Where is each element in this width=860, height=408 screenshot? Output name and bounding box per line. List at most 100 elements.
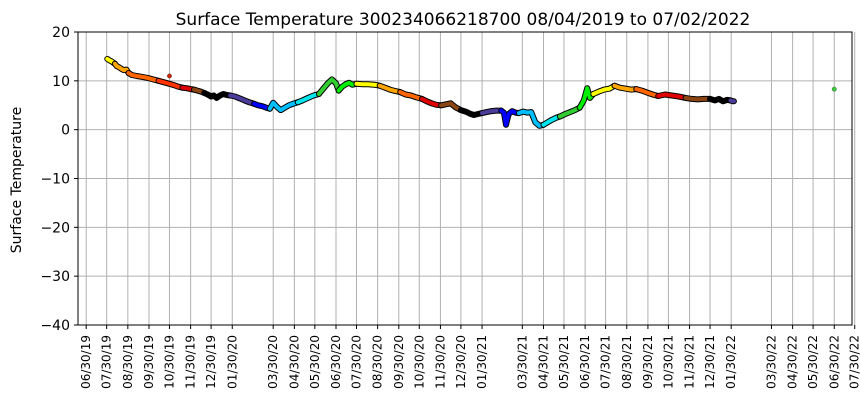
series-line — [728, 98, 736, 104]
series-segment-19 — [457, 107, 486, 118]
series-segment-11 — [294, 91, 322, 106]
y-tick-label: −30 — [40, 269, 70, 285]
x-tick-label: 08/30/19 — [121, 335, 135, 389]
x-tick-label: 03/30/21 — [515, 335, 529, 389]
x-tick-label: 11/30/19 — [184, 335, 198, 389]
series-segment-4 — [155, 77, 186, 91]
y-tick-label: 20 — [52, 25, 70, 41]
series-line — [336, 80, 359, 93]
series-line — [112, 61, 131, 75]
series-line — [591, 83, 617, 96]
x-tick-label: 05/30/21 — [557, 335, 571, 389]
series-line — [480, 108, 504, 116]
series-line — [634, 87, 661, 98]
x-tick-label: 11/30/20 — [433, 335, 447, 389]
series-line — [656, 92, 688, 100]
series-line — [708, 96, 733, 104]
x-tick-label: 07/30/20 — [349, 335, 363, 389]
series-segment-18 — [438, 100, 464, 114]
series-line — [354, 81, 382, 88]
series-line — [516, 109, 546, 128]
series-line — [420, 96, 444, 108]
x-tick-label: 09/30/21 — [641, 335, 655, 389]
x-tick-label: 12/30/19 — [204, 335, 218, 389]
outlier-point — [167, 73, 172, 79]
y-axis-label: Surface Temperature — [9, 107, 25, 253]
series-segment-27 — [611, 82, 640, 93]
series-line — [156, 78, 185, 90]
series-segment-32 — [727, 97, 737, 105]
series-line — [228, 93, 257, 106]
x-tick-label: 12/30/21 — [703, 335, 717, 389]
series-segment-15 — [376, 82, 404, 96]
x-tick-label: 10/30/21 — [661, 335, 675, 389]
x-tick-label: 05/30/20 — [308, 335, 322, 389]
series-line — [458, 108, 485, 117]
x-tick-label: 08/30/20 — [371, 335, 385, 389]
y-tick-label: 0 — [61, 123, 70, 139]
series-line — [577, 86, 596, 110]
series-segment-2 — [111, 60, 132, 76]
series-line — [683, 95, 712, 102]
series-segment-22 — [515, 108, 547, 129]
series-segment-30 — [682, 94, 713, 103]
x-tick-label: 04/30/20 — [287, 335, 301, 389]
x-tick-label: 06/30/20 — [329, 335, 343, 389]
x-tick-label: 07/30/22 — [848, 335, 860, 389]
series-segment-8 — [227, 92, 258, 107]
x-tick-label: 07/30/19 — [100, 335, 114, 389]
series-line — [612, 83, 639, 92]
x-tick-label: 11/30/21 — [683, 335, 697, 389]
x-tick-label: 04/30/21 — [536, 335, 550, 389]
series-segment-17 — [419, 95, 445, 109]
series-line — [267, 100, 300, 113]
x-tick-label: 03/30/20 — [266, 335, 280, 389]
series-line — [557, 105, 582, 119]
series-line — [202, 91, 233, 100]
series-line — [295, 92, 321, 105]
series-segment-28 — [633, 86, 662, 99]
series-segment-24 — [556, 104, 583, 120]
x-tick-label: 10/30/20 — [412, 335, 426, 389]
y-axis: −40 −30 −20 −10 0 10 20 — [40, 25, 78, 334]
series-line — [398, 90, 424, 101]
series-segment-26 — [590, 82, 618, 97]
y-tick-label: −40 — [40, 318, 70, 334]
x-tick-label: 12/30/20 — [454, 335, 468, 389]
x-tick-label: 01/30/20 — [225, 335, 239, 389]
outlier-point — [831, 86, 837, 92]
grid — [78, 31, 856, 326]
x-tick-label: 08/30/21 — [620, 335, 634, 389]
x-tick-label: 05/30/22 — [806, 335, 820, 389]
series-line — [439, 101, 463, 113]
x-axis: 06/30/19 07/30/19 08/30/19 09/30/19 10/30/19… — [79, 325, 860, 389]
series-segment-31 — [707, 95, 734, 105]
series-segment-10 — [266, 99, 301, 114]
series-line — [499, 108, 521, 127]
series-segment-14 — [353, 80, 383, 89]
series-segment-16 — [397, 89, 425, 102]
x-tick-label: 06/30/22 — [827, 335, 841, 389]
series-segment-12 — [315, 76, 342, 97]
x-tick-label: 01/30/21 — [475, 335, 489, 389]
x-tick-label: 06/30/19 — [79, 335, 93, 389]
x-tick-label: 01/30/22 — [724, 335, 738, 389]
x-tick-label: 04/30/22 — [786, 335, 800, 389]
series-segment-29 — [655, 91, 689, 101]
series-segment-21 — [498, 107, 522, 128]
series-segment-3 — [125, 70, 162, 84]
series-segment-7 — [201, 90, 234, 101]
x-tick-label: 06/30/21 — [578, 335, 592, 389]
series-segment-20 — [479, 107, 505, 117]
series-segment-13 — [335, 79, 360, 94]
x-tick-label: 07/30/21 — [599, 335, 613, 389]
y-tick-label: −20 — [40, 220, 70, 236]
y-tick-label: −10 — [40, 172, 70, 188]
x-tick-label: 09/30/19 — [142, 335, 156, 389]
series-line — [377, 83, 403, 95]
data-series — [104, 55, 837, 129]
x-tick-label: 03/30/22 — [764, 335, 778, 389]
x-tick-label: 10/30/19 — [162, 335, 176, 389]
y-tick-label: 10 — [52, 74, 70, 90]
